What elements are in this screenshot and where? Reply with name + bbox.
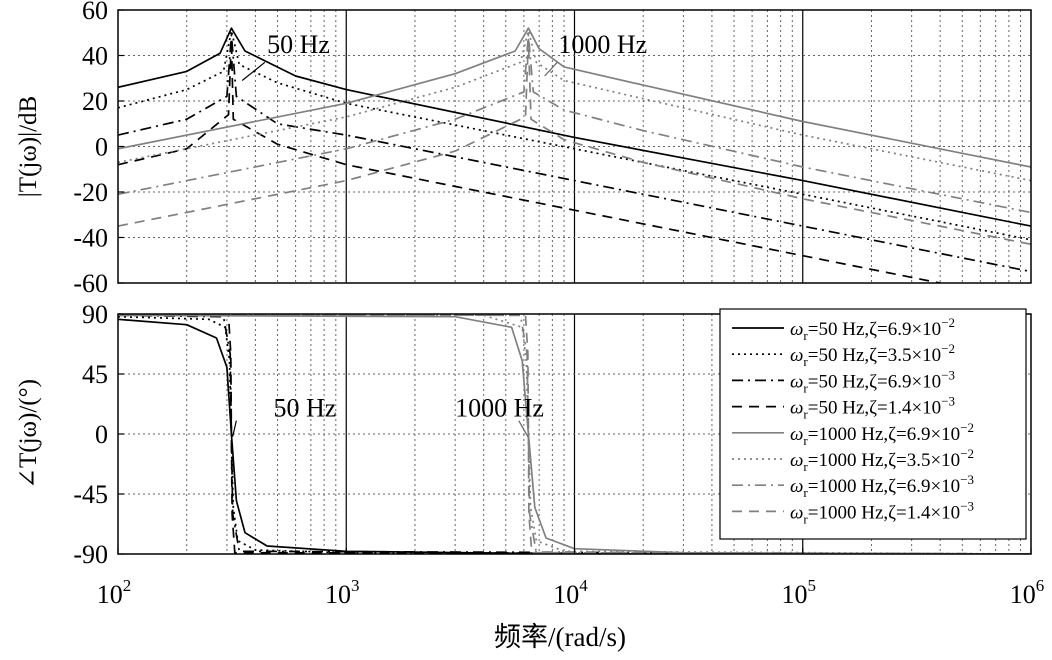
legend-text: =50 Hz,ζ=3.5×10 <box>808 345 941 366</box>
legend-subscript: r <box>803 407 808 422</box>
legend-omega: ω <box>790 398 803 419</box>
phase-annotation-1: 1000 Hz <box>455 393 544 422</box>
phase-annotation-leader-0 <box>232 420 237 437</box>
x-tick-base: 10 <box>325 580 351 609</box>
magnitude-y-tick-label: 60 <box>82 0 108 25</box>
legend-box <box>719 308 1027 540</box>
legend-omega: ω <box>790 371 803 392</box>
annotations: 50 Hz 1000 Hz 50 Hz 1000 Hz <box>232 30 647 437</box>
magnitude-series-3-line <box>118 38 945 283</box>
x-tick-exponent: 5 <box>808 576 817 595</box>
legend-text: =50 Hz,ζ=6.9×10 <box>808 319 941 340</box>
magnitude-y-axis-label: |T(jω)|/dB <box>15 96 42 197</box>
x-tick-exponent: 6 <box>1036 576 1045 595</box>
magnitude-series-5-line <box>118 29 1031 182</box>
legend-subscript: r <box>803 328 808 343</box>
legend-omega: ω <box>790 502 803 523</box>
magnitude-annotation-leader-0 <box>241 61 266 81</box>
magnitude-annotation-leader-1 <box>544 61 558 77</box>
magnitude-y-tick-label: -40 <box>73 224 108 253</box>
phase-y-tick-label: 45 <box>82 360 108 389</box>
magnitude-series-4-line <box>118 27 1031 168</box>
magnitude-series <box>118 27 1031 283</box>
phase-y-tick-label: 0 <box>95 420 108 449</box>
legend-superscript: −3 <box>960 498 974 513</box>
phase-y-tick-label: 90 <box>82 300 108 329</box>
legend-entry-4: ωr=1000 Hz,ζ=6.9×10−2 <box>790 420 974 448</box>
legend-superscript: −3 <box>941 367 955 382</box>
x-tick-exponent: 3 <box>351 576 360 595</box>
magnitude-y-tick-label: 20 <box>82 87 108 116</box>
legend-entry-6: ωr=1000 Hz,ζ=6.9×10−3 <box>790 472 974 500</box>
legend-text: =50 Hz,ζ=1.4×10 <box>808 398 941 419</box>
legend-subscript: r <box>803 380 808 395</box>
x-tick-label: 104 <box>553 576 588 609</box>
x-tick-base: 10 <box>97 580 123 609</box>
legend-entry-3: ωr=50 Hz,ζ=1.4×10−3 <box>790 394 955 422</box>
legend-text: =1000 Hz,ζ=6.9×10 <box>808 476 960 497</box>
legend-entry-2: ωr=50 Hz,ζ=6.9×10−3 <box>790 367 955 395</box>
x-axis-label: 频率/(rad/s) <box>494 622 626 652</box>
legend-superscript: −2 <box>941 341 955 356</box>
magnitude-grid <box>118 10 1031 283</box>
magnitude-annotation-0: 50 Hz <box>267 30 330 59</box>
phase-series <box>118 314 1031 554</box>
magnitude-y-tick-label: 40 <box>82 42 108 71</box>
x-tick-label: 106 <box>1010 576 1045 609</box>
magnitude-y-tick-label: -20 <box>73 178 108 207</box>
legend-omega: ω <box>790 476 803 497</box>
legend-superscript: −3 <box>941 394 955 409</box>
x-tick-base: 10 <box>553 580 579 609</box>
legend-text: =1000 Hz,ζ=3.5×10 <box>808 450 960 471</box>
legend-entry-0: ωr=50 Hz,ζ=6.9×10−2 <box>790 315 955 343</box>
legend-superscript: −2 <box>960 420 974 435</box>
legend-omega: ω <box>790 345 803 366</box>
phase-series-4-line <box>118 314 1031 554</box>
magnitude-y-tick-label: 0 <box>95 133 108 162</box>
phase-annotation-leader-1 <box>518 420 529 437</box>
legend-subscript: r <box>803 459 808 474</box>
legend-text: =1000 Hz,ζ=6.9×10 <box>808 424 960 445</box>
magnitude-annotation-1: 1000 Hz <box>558 30 647 59</box>
legend-subscript: r <box>803 511 808 526</box>
legend-superscript: −2 <box>941 315 955 330</box>
x-tick-label: 103 <box>325 576 360 609</box>
x-tick-exponent: 2 <box>123 576 132 595</box>
legend-text: =50 Hz,ζ=6.9×10 <box>808 371 941 392</box>
legend-entry-7: ωr=1000 Hz,ζ=1.4×10−3 <box>790 498 974 526</box>
x-tick-base: 10 <box>1010 580 1036 609</box>
magnitude-plot-frame <box>117 9 1032 284</box>
legend-superscript: −2 <box>960 446 974 461</box>
phase-y-axis-label: ∠T(jω)/(°) <box>15 379 42 489</box>
x-tick-label: 105 <box>782 576 817 609</box>
legend: ωr=50 Hz,ζ=6.9×10−2ωr=50 Hz,ζ=3.5×10−2ωr… <box>719 308 1027 540</box>
legend-entry-1: ωr=50 Hz,ζ=3.5×10−2 <box>790 341 955 369</box>
magnitude-series-7-line <box>118 38 1031 246</box>
legend-subscript: r <box>803 354 808 369</box>
legend-subscript: r <box>803 433 808 448</box>
x-tick-exponent: 4 <box>579 576 588 595</box>
x-tick-base: 10 <box>782 580 808 609</box>
magnitude-y-tick-label: -60 <box>73 269 108 298</box>
legend-omega: ω <box>790 319 803 340</box>
phase-y-tick-label: -90 <box>73 540 108 569</box>
legend-superscript: −3 <box>960 472 974 487</box>
magnitude-series-1-line <box>118 29 1031 241</box>
magnitude-series-2-line <box>118 34 1031 273</box>
magnitude-series-0-line <box>118 27 1031 227</box>
phase-series-5-line <box>118 314 1031 554</box>
legend-omega: ω <box>790 450 803 471</box>
axes: 6040200-20-40-60|T(jω)|/dB90450-45-90∠T(… <box>15 0 1044 652</box>
legend-omega: ω <box>790 424 803 445</box>
legend-text: =1000 Hz,ζ=1.4×10 <box>808 502 960 523</box>
phase-y-tick-label: -45 <box>73 480 108 509</box>
x-tick-label: 102 <box>97 576 132 609</box>
legend-subscript: r <box>803 485 808 500</box>
phase-annotation-0: 50 Hz <box>273 393 336 422</box>
legend-entry-5: ωr=1000 Hz,ζ=3.5×10−2 <box>790 446 974 474</box>
